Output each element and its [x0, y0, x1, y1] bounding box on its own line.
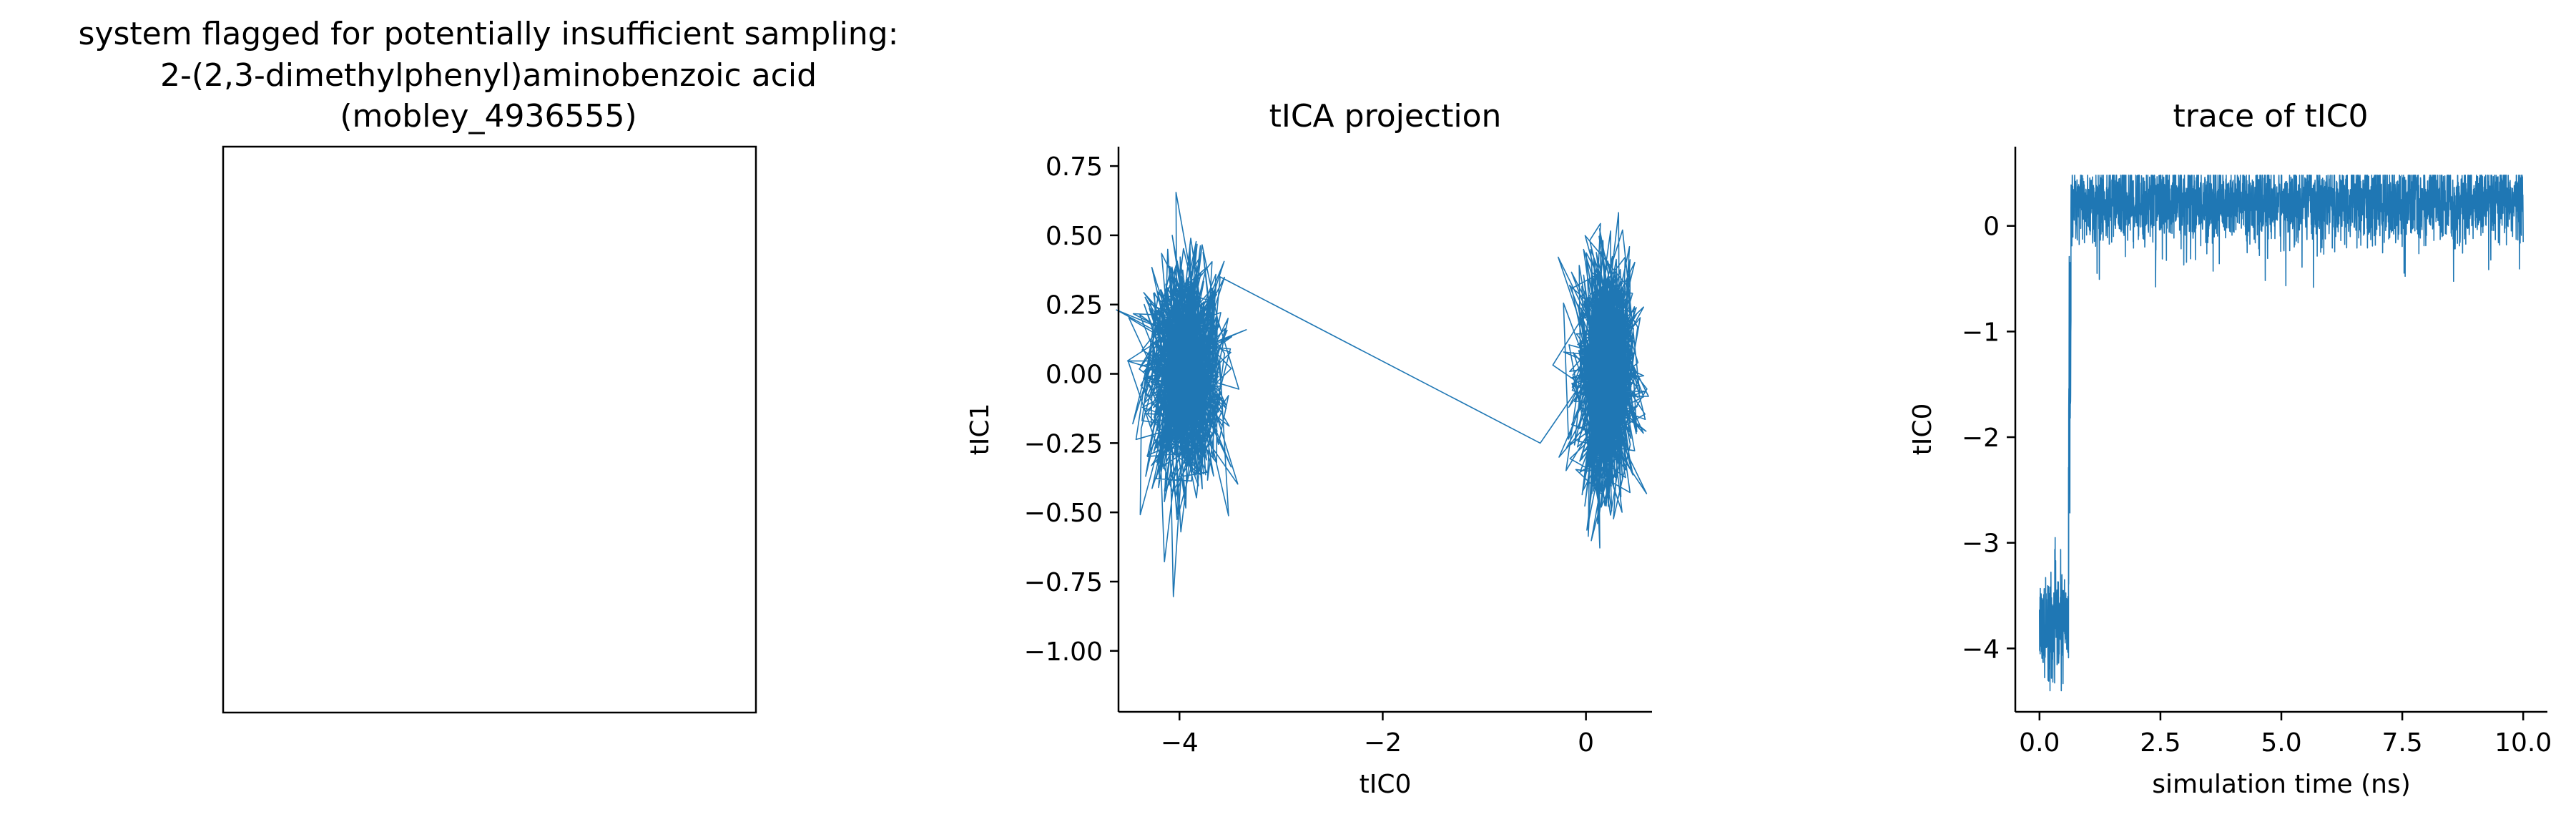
- panel-tic0-trace: trace of tIC0 0.0 2.5 5.0 7.5 10.00−1−2−3−4 …: [1908, 98, 2552, 799]
- tica-series-path: [1116, 192, 1649, 597]
- tica-ytick-label: −1.00: [1024, 637, 1103, 667]
- panel-molecule: system flagged for potentially insuffici…: [79, 16, 899, 714]
- trace-xtick-label: 10.0: [2494, 728, 2552, 758]
- panel1-title-line1: system flagged for potentially insuffici…: [79, 16, 899, 52]
- tica-ytick-label: 0.75: [1046, 152, 1103, 182]
- trace-ytick-label: −3: [1962, 529, 2000, 559]
- trace-ytick-label: −1: [1962, 318, 2000, 347]
- tica-title: tICA projection: [1269, 98, 1502, 134]
- tica-ytick-label: −0.75: [1024, 568, 1103, 597]
- tica-xtick-label: −4: [1161, 728, 1199, 758]
- trace-ytick-label: −4: [1962, 635, 2000, 664]
- trace-ytick-label: −2: [1962, 424, 2000, 453]
- panel1-title-line2: 2-(2,3-dimethylphenyl)aminobenzoic acid: [160, 57, 817, 94]
- panel-tica-projection: tICA projection −4 −2 0 0.75 0.50 0.25 0.00 −0.…: [965, 98, 1652, 799]
- tica-ytick-label: 0.50: [1046, 222, 1103, 251]
- tica-ticks: −4 −2 0 0.75 0.50 0.25 0.00 −0.25 −0.50 −0.75 −1.0…: [1024, 152, 1594, 758]
- tica-xlabel: tIC0: [1360, 770, 1412, 799]
- molecule-image-frame: [222, 145, 757, 714]
- trace-xtick-label: 7.5: [2381, 728, 2422, 758]
- tica-xtick-label: 0: [1578, 728, 1594, 758]
- trace-series-path: [2039, 175, 2524, 692]
- trace-ticks: 0.0 2.5 5.0 7.5 10.0 0 −1 −2 −3 −4: [1962, 212, 2552, 758]
- trace-ylabel: tIC0: [1908, 403, 1937, 456]
- tica-ylabel: tIC1: [965, 403, 995, 456]
- tic0-trace-line: [2039, 175, 2524, 692]
- tica-ytick-label: −0.50: [1024, 499, 1103, 528]
- trace-xtick-label: 0.0: [2019, 728, 2060, 758]
- trace-title: trace of tIC0: [2173, 98, 2369, 134]
- tica-xtick-label: −2: [1364, 728, 1402, 758]
- trace-xlabel: simulation time (ns): [2152, 770, 2411, 799]
- trace-xtick-label: 2.5: [2140, 728, 2181, 758]
- tica-ytick-label: 0.25: [1046, 291, 1103, 321]
- trace-xtick-label: 5.0: [2261, 728, 2301, 758]
- trace-ytick-label: 0: [1983, 212, 2000, 242]
- panel1-title-line3: (mobley_4936555): [340, 98, 636, 134]
- tica-projection-line: [1116, 192, 1649, 597]
- tica-ytick-label: −0.25: [1024, 429, 1103, 459]
- tica-ytick-label: 0.00: [1046, 361, 1103, 390]
